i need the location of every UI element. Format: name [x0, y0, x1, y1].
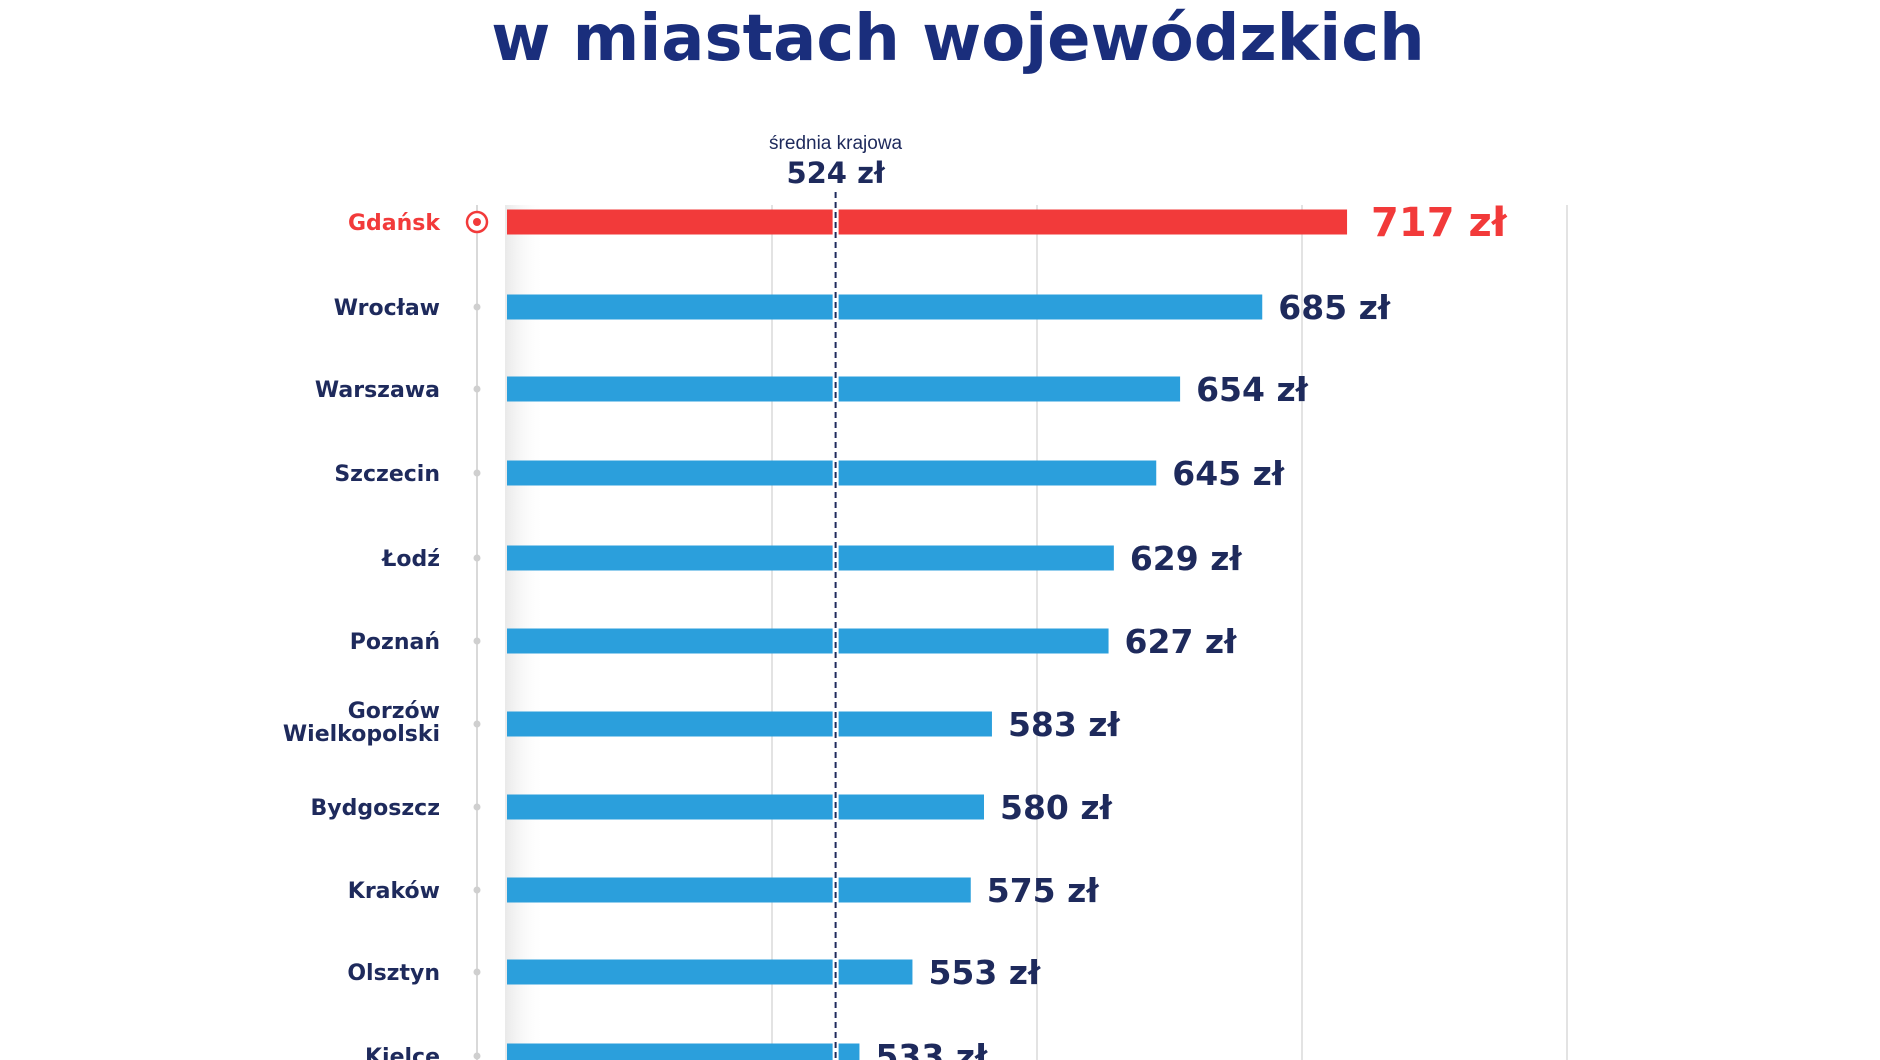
city-label-5: Poznań: [350, 630, 440, 655]
city-label-4: Łodź: [381, 547, 440, 572]
city-label-10: Kielce: [365, 1045, 440, 1060]
bars: [507, 209, 1348, 1060]
bar-5: [507, 628, 1109, 654]
bar-8: [507, 877, 971, 903]
value-label-10: 533 zł: [875, 1037, 988, 1060]
value-label-7: 580 zł: [1000, 788, 1113, 827]
value-label-6: 583 zł: [1008, 705, 1121, 744]
reference-line-label: średnia krajowa: [769, 133, 902, 154]
bar-1: [507, 294, 1263, 320]
city-label-6: Gorzów Wielkopolski: [283, 699, 440, 747]
value-label-5: 627 zł: [1125, 622, 1238, 661]
bar-10: [507, 1043, 860, 1060]
bar-3: [507, 460, 1157, 486]
reference-line-value: 524 zł: [786, 156, 886, 190]
city-label-3: Szczecin: [334, 462, 440, 487]
chart-title: w miastach wojewódzkich: [491, 2, 1424, 76]
value-label-9: 553 zł: [928, 953, 1041, 992]
city-label-7: Bydgoszcz: [311, 796, 440, 821]
city-marker-7: [473, 803, 481, 811]
bar-4: [507, 545, 1114, 571]
city-label-0: Gdańsk: [348, 211, 441, 236]
city-marker-1: [473, 303, 481, 311]
city-label-9: Olsztyn: [347, 961, 440, 986]
bar-6: [507, 711, 992, 737]
bar-9: [507, 959, 913, 985]
city-marker-4: [473, 554, 481, 562]
bar-0: [507, 209, 1348, 235]
value-label-1: 685 zł: [1278, 288, 1391, 327]
city-marker-8: [473, 886, 481, 894]
bar-7: [507, 794, 984, 820]
value-label-0: 717 zł: [1371, 200, 1508, 246]
city-label-1: Wrocław: [334, 296, 440, 321]
city-marker-6: [473, 720, 481, 728]
city-label-8: Kraków: [348, 879, 440, 904]
city-markers: [465, 210, 489, 1060]
value-label-8: 575 zł: [987, 871, 1100, 910]
city-marker-2: [473, 385, 481, 393]
city-marker-5: [473, 637, 481, 645]
highlight-marker-dot: [473, 218, 481, 226]
city-marker-9: [473, 968, 481, 976]
value-label-4: 629 zł: [1130, 539, 1243, 578]
bar-2: [507, 376, 1181, 402]
value-label-2: 654 zł: [1196, 370, 1309, 409]
city-marker-10: [473, 1052, 481, 1060]
city-marker-3: [473, 469, 481, 477]
value-label-3: 645 zł: [1172, 454, 1285, 493]
city-labels: Gdańsk Wrocław Warszawa Szczecin Łodź Poznań G…: [283, 211, 441, 1060]
city-label-2: Warszawa: [315, 378, 440, 403]
value-labels: 717 zł 685 zł 654 zł 645 zł 629 zł 627 zł 583 …: [875, 200, 1507, 1060]
